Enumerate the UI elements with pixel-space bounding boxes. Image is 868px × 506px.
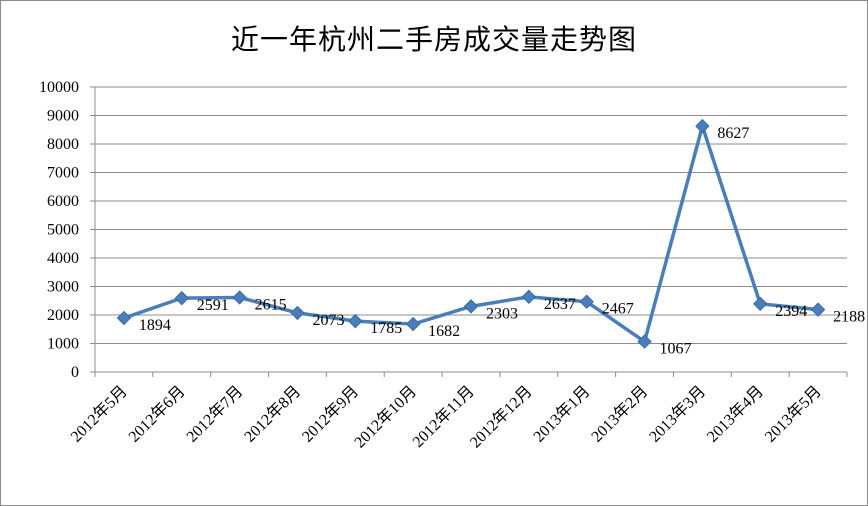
data-point-marker bbox=[290, 305, 305, 321]
y-tick-label: 7000 bbox=[47, 165, 79, 182]
x-tick-label: 2012年6月 bbox=[125, 382, 189, 446]
data-point-marker bbox=[637, 334, 652, 349]
y-tick-label: 2000 bbox=[47, 307, 79, 324]
data-label: 2073 bbox=[312, 312, 344, 329]
y-tick-label: 10000 bbox=[39, 79, 79, 96]
data-label: 2188 bbox=[833, 309, 865, 326]
x-tick-label: 2012年7月 bbox=[183, 382, 247, 446]
y-tick-label: 8000 bbox=[47, 136, 79, 153]
data-point-marker bbox=[174, 290, 189, 306]
x-tick-label: 2012年5月 bbox=[67, 382, 131, 446]
x-tick-label: 2012年9月 bbox=[298, 382, 362, 446]
y-tick-label: 3000 bbox=[47, 279, 79, 296]
x-tick-label: 2013年4月 bbox=[703, 382, 767, 446]
y-tick-label: 1000 bbox=[47, 336, 79, 353]
data-labels: 1894 2591 2615 2073 1785 1682 2303 2637 2467 1067… bbox=[139, 125, 865, 357]
x-tick-label: 2012年12月 bbox=[466, 382, 535, 451]
data-label: 2467 bbox=[602, 301, 634, 318]
data-point-marker bbox=[521, 289, 537, 305]
data-label: 2591 bbox=[197, 297, 229, 314]
data-label: 2394 bbox=[775, 303, 807, 320]
x-tick-label: 2013年3月 bbox=[646, 382, 710, 446]
data-label: 1785 bbox=[370, 320, 402, 337]
y-tick-label: 6000 bbox=[47, 193, 79, 210]
y-tick-label: 4000 bbox=[47, 250, 79, 267]
x-axis-ticks: 2012年5月2012年6月2012年7月2012年8月2012年9月2012年… bbox=[67, 372, 848, 451]
x-tick-label: 2013年2月 bbox=[588, 382, 652, 446]
data-label: 2637 bbox=[544, 296, 576, 313]
y-axis-ticks: 0 1000 2000 3000 4000 5000 6000 7000 8000 9000 100… bbox=[39, 79, 95, 381]
data-label: 2303 bbox=[486, 305, 518, 322]
data-label: 1067 bbox=[660, 341, 692, 358]
x-tick-label: 2013年5月 bbox=[761, 382, 825, 446]
series-markers bbox=[116, 118, 826, 349]
y-tick-label: 0 bbox=[71, 364, 79, 381]
data-point-marker bbox=[753, 296, 768, 311]
x-tick-label: 2012年10月 bbox=[351, 382, 420, 451]
data-label: 1682 bbox=[428, 323, 460, 340]
y-tick-label: 5000 bbox=[47, 222, 79, 239]
data-label: 2615 bbox=[255, 296, 287, 313]
x-tick-label: 2012年8月 bbox=[241, 382, 305, 446]
data-point-marker bbox=[405, 316, 421, 332]
y-tick-label: 9000 bbox=[47, 108, 79, 125]
data-label: 1894 bbox=[139, 317, 171, 334]
data-point-marker bbox=[232, 290, 247, 305]
data-point-marker bbox=[116, 310, 132, 326]
gridlines bbox=[95, 86, 847, 344]
chart-title: 近一年杭州二手房成交量走势图 bbox=[230, 23, 637, 56]
x-tick-label: 2013年1月 bbox=[530, 382, 594, 446]
data-point-marker bbox=[463, 299, 479, 314]
data-point-marker bbox=[695, 118, 710, 134]
data-point-marker bbox=[348, 313, 363, 329]
data-point-marker bbox=[579, 294, 594, 309]
data-label: 8627 bbox=[717, 125, 749, 142]
data-point-marker bbox=[810, 302, 826, 317]
